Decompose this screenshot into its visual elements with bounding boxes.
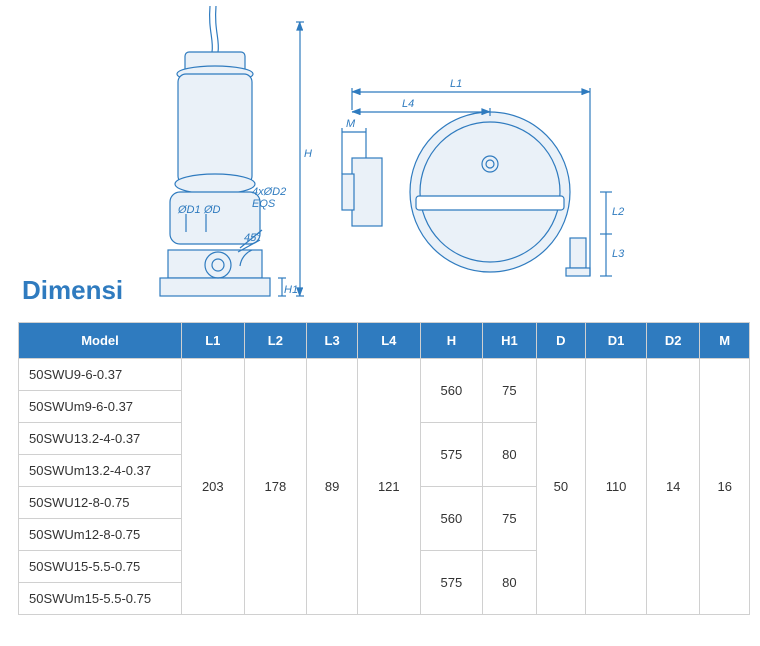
table-header-row: Model L1 L2 L3 L4 H H1 D D1 D2 M — [19, 323, 750, 359]
cell-D1: 110 — [586, 359, 647, 615]
cell-model: 50SWU13.2-4-0.37 — [19, 423, 182, 455]
dimension-table-wrap: Model L1 L2 L3 L4 H H1 D D1 D2 M 50SWU9-… — [0, 322, 760, 615]
dim-label-M: M — [346, 118, 355, 130]
th-model: Model — [19, 323, 182, 359]
cell-H: 560 — [420, 359, 483, 423]
dim-label-H1: H1 — [284, 284, 298, 296]
diagram-area: H H1 L1 L4 M L2 L3 ØD1 ØD 4xØD2 EQS 45° … — [0, 0, 760, 322]
page-root: H H1 L1 L4 M L2 L3 ØD1 ØD 4xØD2 EQS 45° … — [0, 0, 760, 615]
dim-label-D1: ØD1 — [178, 204, 201, 216]
cell-model: 50SWU12-8-0.75 — [19, 487, 182, 519]
dimension-drawing-svg — [0, 0, 760, 322]
cell-model: 50SWUm15-5.5-0.75 — [19, 583, 182, 615]
th-L2: L2 — [244, 323, 307, 359]
cell-model: 50SWU9-6-0.37 — [19, 359, 182, 391]
th-L1: L1 — [182, 323, 245, 359]
cell-H1: 80 — [483, 423, 536, 487]
cell-L4: 121 — [358, 359, 421, 615]
table-row: 50SWU9-6-0.37 203 178 89 121 560 75 50 1… — [19, 359, 750, 391]
th-D1: D1 — [586, 323, 647, 359]
cell-H: 575 — [420, 423, 483, 487]
dim-label-D: ØD — [204, 204, 221, 216]
th-H: H — [420, 323, 483, 359]
cell-H: 575 — [420, 551, 483, 615]
dim-label-EQS: EQS — [252, 198, 275, 210]
dimension-table: Model L1 L2 L3 L4 H H1 D D1 D2 M 50SWU9-… — [18, 322, 750, 615]
th-D2: D2 — [646, 323, 699, 359]
dim-label-L4: L4 — [402, 98, 414, 110]
cell-L2: 178 — [244, 359, 307, 615]
dim-label-H: H — [304, 148, 312, 160]
dim-label-L2: L2 — [612, 206, 624, 218]
cell-model: 50SWUm13.2-4-0.37 — [19, 455, 182, 487]
cell-D: 50 — [536, 359, 586, 615]
cell-H1: 80 — [483, 551, 536, 615]
cell-L1: 203 — [182, 359, 245, 615]
cell-L3: 89 — [307, 359, 358, 615]
cell-H1: 75 — [483, 487, 536, 551]
dim-label-L1: L1 — [450, 78, 462, 90]
section-title: Dimensi — [22, 275, 123, 306]
cell-H: 560 — [420, 487, 483, 551]
cell-D2: 14 — [646, 359, 699, 615]
dim-label-L3: L3 — [612, 248, 624, 260]
dim-label-D2note: 4xØD2 — [252, 186, 286, 198]
th-H1: H1 — [483, 323, 536, 359]
th-L3: L3 — [307, 323, 358, 359]
cell-model: 50SWUm12-8-0.75 — [19, 519, 182, 551]
th-L4: L4 — [358, 323, 421, 359]
th-D: D — [536, 323, 586, 359]
cell-H1: 75 — [483, 359, 536, 423]
cell-model: 50SWUm9-6-0.37 — [19, 391, 182, 423]
cell-model: 50SWU15-5.5-0.75 — [19, 551, 182, 583]
th-M: M — [700, 323, 750, 359]
dim-label-angle45: 45° — [244, 232, 261, 244]
cell-M: 16 — [700, 359, 750, 615]
